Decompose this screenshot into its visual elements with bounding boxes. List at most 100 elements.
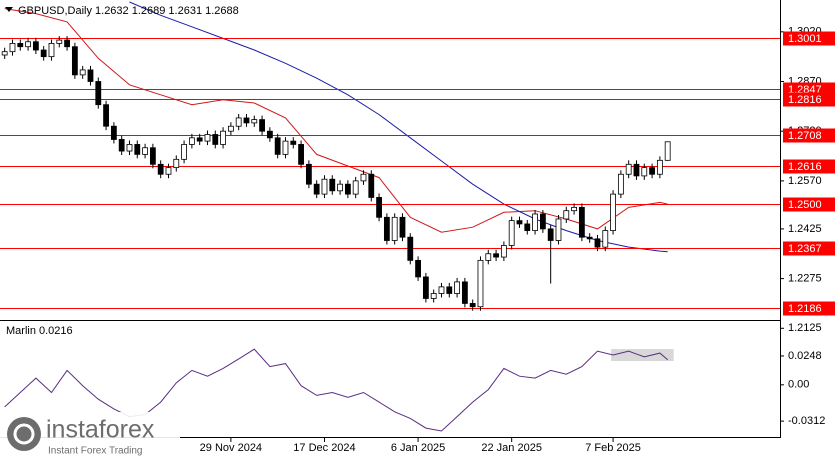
candle-body — [407, 236, 414, 261]
level-label: 1.2367 — [788, 243, 822, 255]
candle-body — [251, 119, 258, 124]
logo: instaforex Instant Forex Trading — [0, 412, 180, 459]
signal-zone — [611, 349, 674, 362]
candle-body — [298, 144, 304, 165]
indicator-panel — [4, 348, 674, 432]
candle-body — [508, 220, 515, 246]
candle-body — [571, 206, 577, 212]
candle-body — [165, 167, 172, 175]
candle-body — [329, 178, 336, 192]
candle-body — [656, 159, 663, 175]
candle-body — [532, 213, 538, 231]
candle-body — [25, 41, 31, 48]
candle-body — [625, 163, 632, 175]
candle-body — [79, 69, 86, 76]
candle-body — [344, 183, 351, 195]
candle-body — [337, 183, 343, 192]
indicator-line — [4, 348, 669, 432]
x-tick-label: 7 Feb 2025 — [585, 442, 641, 454]
candle-body — [586, 236, 593, 240]
candle-body — [181, 144, 187, 160]
level-label-box — [783, 31, 835, 46]
candle-body — [157, 163, 164, 175]
candle-body — [383, 216, 390, 241]
candle-body — [376, 197, 382, 218]
candle-body — [500, 245, 507, 258]
candle-body — [555, 218, 562, 241]
candle-body — [485, 253, 492, 261]
logo-icon-ring — [13, 423, 35, 445]
candle-body — [71, 46, 78, 76]
level-label-box — [783, 159, 835, 174]
level-label-box — [783, 128, 835, 143]
candle-body — [461, 281, 468, 304]
level-label: 1.3001 — [788, 33, 822, 45]
y-tick-label: 1.2425 — [788, 223, 822, 235]
candle-body — [446, 286, 453, 294]
candle-body — [227, 125, 234, 132]
candle-body — [196, 137, 203, 142]
candle-body — [290, 140, 297, 145]
candle-body — [617, 173, 624, 195]
level-label-box — [783, 301, 835, 316]
level-label: 1.2816 — [788, 94, 822, 106]
y-tick-label: 1.2570 — [788, 175, 822, 187]
candle-body — [32, 41, 39, 51]
logo-tagline: Instant Forex Trading — [48, 446, 143, 457]
candle-body — [282, 140, 289, 155]
level-label-box — [783, 197, 835, 212]
candle-body — [469, 303, 476, 308]
candle-body — [516, 220, 523, 225]
candle-body — [126, 144, 133, 152]
candle-body — [641, 167, 648, 177]
y-tick-label: 1.2275 — [788, 273, 822, 285]
candle-body — [454, 281, 460, 294]
logo-name: instaforex — [46, 416, 155, 444]
candle-body — [95, 81, 102, 106]
candle-body — [243, 117, 250, 124]
candle-body — [173, 158, 180, 169]
candle-body — [430, 293, 437, 299]
candle-body — [321, 178, 328, 195]
candle-body — [87, 69, 94, 82]
candle-body — [477, 259, 484, 308]
candle-body — [188, 137, 195, 145]
candle-body — [149, 147, 156, 165]
level-label-box — [783, 92, 835, 107]
level-label: 1.2500 — [788, 199, 822, 211]
candle-body — [212, 134, 219, 145]
candle-body — [305, 163, 312, 185]
y-tick-label: -0.0312 — [788, 415, 825, 427]
y-tick-label: 0.0248 — [788, 350, 822, 362]
candle-body — [563, 210, 570, 220]
candle-body — [220, 130, 226, 145]
candle-body — [415, 259, 421, 278]
level-label: 1.2616 — [788, 161, 822, 173]
candle-body — [110, 125, 117, 140]
indicator-title: Marlin 0.0216 — [6, 325, 73, 337]
candle-body — [142, 147, 148, 155]
candle-body — [633, 163, 640, 177]
candle-body — [493, 253, 499, 258]
y-tick-label: 1.2125 — [788, 322, 822, 334]
logo-icon — [7, 417, 41, 451]
candle-body — [539, 213, 546, 230]
axes: 1.30201.28701.27201.25701.24251.22751.21… — [200, 26, 835, 454]
candle-body — [578, 206, 585, 238]
candle-body — [134, 144, 141, 155]
y-tick-label: 0.00 — [788, 379, 809, 391]
candle-body — [594, 238, 601, 248]
level-label: 1.2186 — [788, 303, 822, 315]
candle-body — [438, 286, 445, 294]
level-label: 1.2708 — [788, 130, 822, 142]
candle-body — [422, 276, 429, 299]
menu-triangle[interactable] — [5, 7, 13, 12]
candle-body — [48, 43, 55, 58]
candle-body — [313, 183, 320, 195]
candle-body — [1, 51, 8, 56]
candle-body — [391, 216, 398, 241]
candle-body — [274, 137, 281, 155]
chart-title: GBPUSD,Daily 1.2632 1.2689 1.2631 1.2688 — [18, 5, 239, 17]
candle-body — [64, 39, 70, 48]
